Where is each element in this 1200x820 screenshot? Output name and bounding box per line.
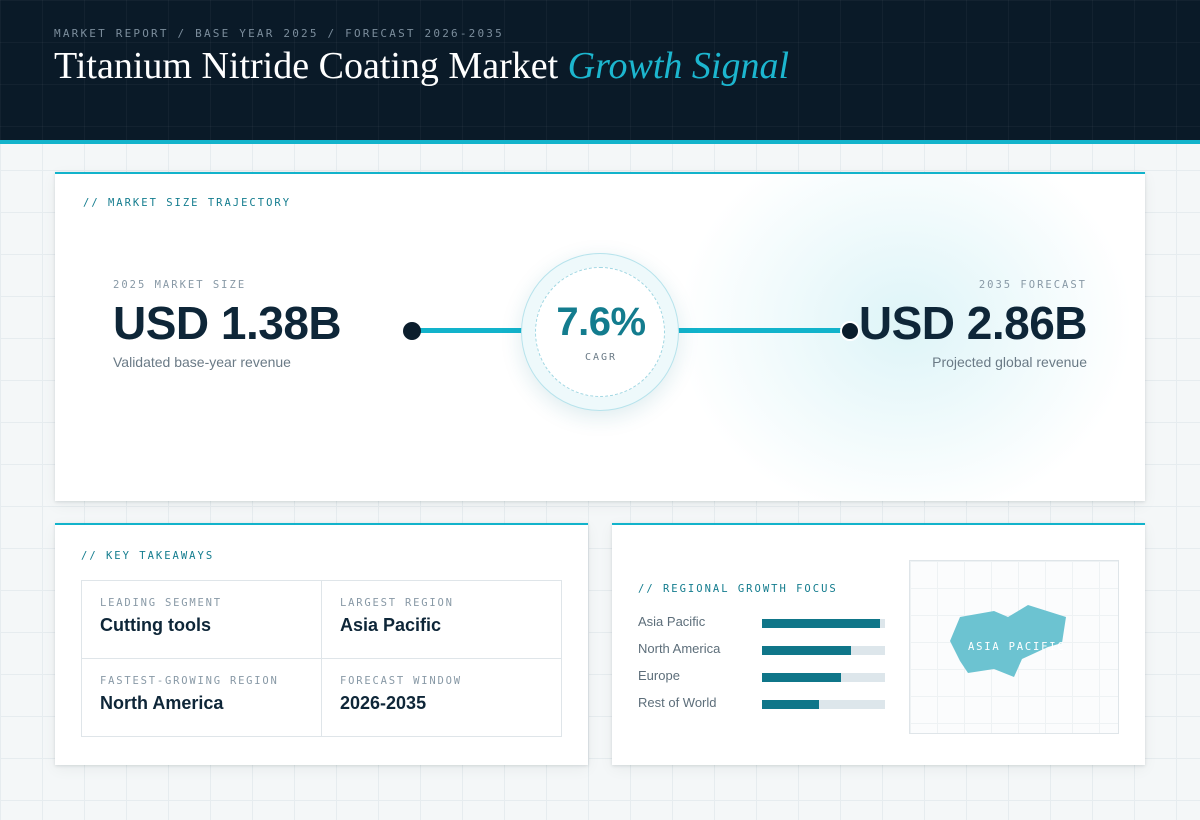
takeaway-caption: FASTEST-GROWING REGION — [100, 675, 279, 687]
regional-growth-card: // REGIONAL GROWTH FOCUS Asia Pacific No… — [612, 523, 1145, 765]
takeaway-value: Asia Pacific — [340, 615, 442, 635]
takeaway-caption: FORECAST WINDOW — [340, 675, 462, 687]
region-bar-track — [762, 700, 885, 709]
region-bar-fill — [762, 646, 851, 655]
report-eyebrow: MARKET REPORT / BASE YEAR 2025 / FORECAS… — [54, 27, 504, 40]
cagr-caption: CAGR — [584, 352, 618, 363]
takeaways-grid: LEADING SEGMENT Cutting tools LARGEST RE… — [81, 580, 562, 737]
base-subtitle: Validated base-year revenue — [113, 354, 291, 370]
region-bar-track — [762, 646, 885, 655]
takeaway-fastest-region: FASTEST-GROWING REGION North America — [82, 659, 322, 737]
cagr-value: 7.6% — [556, 300, 646, 344]
region-bar-fill — [762, 673, 841, 682]
takeaway-value: 2026-2035 — [340, 693, 427, 713]
cagr-badge: 7.6% CAGR — [521, 253, 679, 411]
takeaway-value: North America — [100, 693, 224, 713]
region-map: ASIA PACIFIC — [909, 560, 1119, 734]
region-name: Europe — [638, 668, 680, 683]
takeaway-caption: LEADING SEGMENT — [100, 597, 222, 609]
region-bar-fill — [762, 700, 819, 709]
regional-label: // REGIONAL GROWTH FOCUS — [638, 583, 838, 595]
forecast-caption: 2035 FORECAST — [978, 279, 1087, 291]
region-bar-track — [762, 619, 885, 628]
grid-divider-horizontal — [82, 658, 561, 659]
end-dot — [840, 321, 860, 341]
base-caption: 2025 MARKET SIZE — [113, 279, 247, 291]
start-dot — [403, 322, 421, 340]
region-name: North America — [638, 641, 721, 656]
cagr-inner-ring: 7.6% CAGR — [535, 267, 665, 397]
key-takeaways-card: // KEY TAKEAWAYS LEADING SEGMENT Cutting… — [55, 523, 588, 765]
takeaway-largest-region: LARGEST REGION Asia Pacific — [322, 581, 562, 659]
market-size-card: // MARKET SIZE TRAJECTORY 2025 MARKET SI… — [55, 172, 1145, 501]
takeaway-forecast-window: FORECAST WINDOW 2026-2035 — [322, 659, 562, 737]
takeaway-leading-segment: LEADING SEGMENT Cutting tools — [82, 581, 322, 659]
region-bar-fill — [762, 619, 881, 628]
asia-pacific-region — [950, 605, 1066, 677]
base-value: USD 1.38B — [113, 297, 342, 349]
trajectory-label: // MARKET SIZE TRAJECTORY — [83, 197, 292, 209]
region-bar-row: Asia Pacific — [638, 614, 888, 630]
region-name: Rest of World — [638, 695, 717, 710]
forecast-subtitle: Projected global revenue — [932, 354, 1087, 370]
title-accent: Growth Signal — [567, 45, 790, 87]
region-bar-row: Rest of World — [638, 695, 888, 711]
asia-pacific-map-shape — [950, 605, 1066, 677]
report-header: MARKET REPORT / BASE YEAR 2025 / FORECAS… — [0, 0, 1200, 144]
region-bar-row: Europe — [638, 668, 888, 684]
title-main: Titanium Nitride Coating Market — [54, 45, 568, 87]
forecast-value: USD 2.86B — [858, 297, 1088, 349]
region-bar-track — [762, 673, 885, 682]
map-region-label: ASIA PACIFIC — [968, 641, 1066, 653]
region-bar-row: North America — [638, 641, 888, 657]
takeaway-value: Cutting tools — [100, 615, 211, 635]
takeaway-caption: LARGEST REGION — [340, 597, 454, 609]
region-name: Asia Pacific — [638, 614, 706, 629]
takeaways-label: // KEY TAKEAWAYS — [81, 550, 215, 562]
page-title: Titanium Nitride Coating Market Growth S… — [54, 44, 789, 88]
background-glow — [675, 174, 1135, 501]
